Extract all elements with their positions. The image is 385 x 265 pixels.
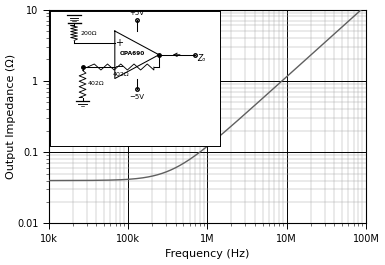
X-axis label: Frequency (Hz): Frequency (Hz) — [165, 249, 249, 259]
Y-axis label: Output Impedance (Ω): Output Impedance (Ω) — [5, 54, 15, 179]
